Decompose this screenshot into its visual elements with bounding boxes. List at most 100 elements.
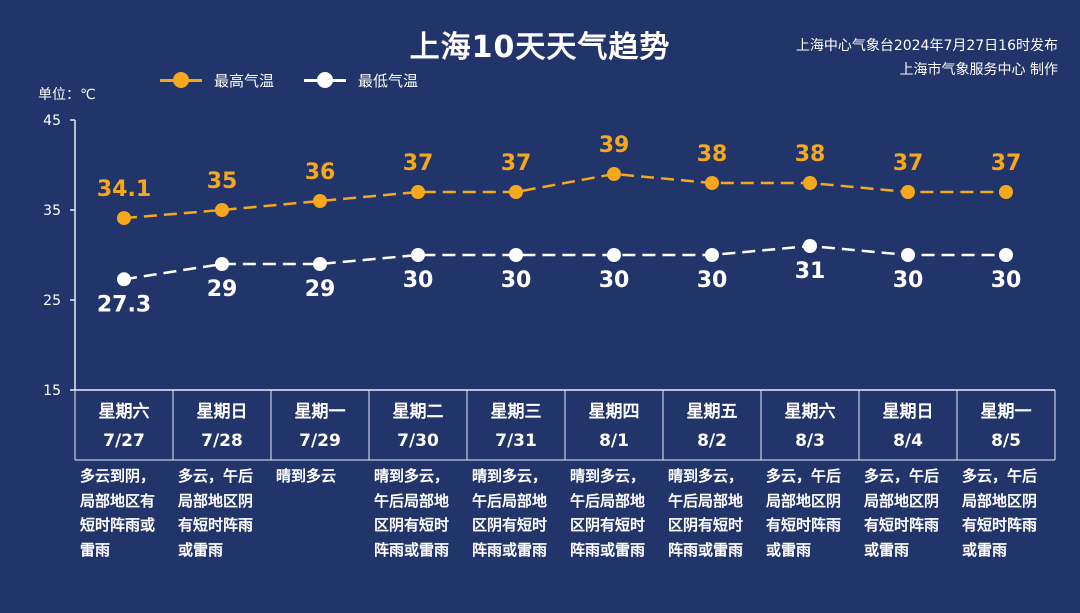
description-line: 局部地区阴 <box>178 491 254 510</box>
high-temp-label: 38 <box>697 142 728 167</box>
description-line: 或雷雨 <box>766 540 812 559</box>
high-temp-label: 36 <box>305 160 336 185</box>
weekday-label: 星期六 <box>784 402 836 422</box>
day-header: 星期一 8/5 <box>957 398 1055 456</box>
weather-description: 多云到阴， 局部地区有 短时阵雨或 雷雨 <box>80 464 170 562</box>
low-temp-label: 29 <box>207 277 238 302</box>
high-temp-label: 37 <box>991 151 1022 176</box>
date-label: 7/27 <box>103 431 145 451</box>
description-line: 午后局部地 <box>570 491 646 510</box>
day-header: 星期一 7/29 <box>271 398 369 456</box>
description-line: 有短时阵雨 <box>766 516 842 534</box>
day-header: 星期五 8/2 <box>663 398 761 456</box>
description-line: 多云，午后 <box>962 467 1038 485</box>
issuer-line-1: 上海中心气象台2024年7月27日16时发布 <box>795 38 1058 54</box>
high-temp-point <box>999 185 1013 199</box>
description-line: 区阴有短时 <box>570 516 646 534</box>
description-line: 晴到多云， <box>570 467 646 485</box>
weather-description: 晴到多云， 午后局部地 区阴有短时 阵雨或雷雨 <box>668 464 758 562</box>
high-temp-point <box>117 211 131 226</box>
description-line: 短时阵雨或 <box>80 516 156 534</box>
description-line: 晴到多云， <box>374 467 450 485</box>
description-line: 多云，午后 <box>178 467 254 485</box>
day-header: 星期二 7/30 <box>369 398 467 456</box>
high-temp-label: 35 <box>207 169 238 194</box>
low-temp-label: 30 <box>501 268 532 293</box>
day-header: 星期六 7/27 <box>75 398 173 456</box>
low-temp-point <box>411 248 425 262</box>
weather-description: 晴到多云， 午后局部地区阴有短时阵雨或雷雨 <box>570 464 660 562</box>
low-temp-point <box>999 248 1013 262</box>
day-header: 星期四 8/1 <box>565 398 663 456</box>
description-line: 有短时阵雨 <box>864 516 940 534</box>
weather-description: 多云，午后局部地区阴有短时阵雨或雷雨 <box>766 464 856 562</box>
date-label: 8/3 <box>795 431 825 451</box>
date-label: 7/30 <box>397 431 439 451</box>
description-line: 或雷雨 <box>178 540 224 559</box>
weather-description: 多云，午后 局部地区阴 有短时阵雨 或雷雨 <box>962 464 1052 562</box>
low-temp-label: 31 <box>795 259 826 284</box>
y-tick-label: 25 <box>43 293 61 309</box>
date-label: 8/2 <box>697 431 727 451</box>
date-label: 7/28 <box>201 431 243 451</box>
description-line: 区阴有短时 <box>668 516 744 534</box>
description-line: 晴到多云， <box>472 467 548 485</box>
y-tick-label: 35 <box>43 203 61 219</box>
weather-description: 多云，午后局部地区阴有短时阵雨或雷雨 <box>178 464 268 562</box>
description-line: 有短时阵雨 <box>178 516 254 534</box>
unit-label: 单位：℃ <box>38 87 96 103</box>
low-temp-point <box>117 272 131 287</box>
high-temp-label: 34.1 <box>97 177 151 202</box>
description-line: 晴到多云 <box>276 467 337 485</box>
legend-high-marker <box>160 72 202 88</box>
day-header: 星期三 7/31 <box>467 398 565 456</box>
date-label: 8/5 <box>991 431 1021 451</box>
issuer-info: 上海中心气象台2024年7月27日16时发布 上海市气象服务中心 制作 <box>796 34 1058 82</box>
low-temp-label: 30 <box>403 268 434 293</box>
description-line: 阵雨或雷雨 <box>668 540 744 559</box>
description-line: 或雷雨 <box>864 540 910 559</box>
description-line: 午后局部地 <box>374 491 450 510</box>
weekday-label: 星期四 <box>588 402 640 422</box>
description-line: 雷雨 <box>80 540 111 559</box>
low-temp-point <box>705 248 719 262</box>
high-temp-point <box>705 176 719 190</box>
description-line: 晴到多云， <box>668 467 744 485</box>
legend-item-high: 最高气温 <box>160 70 274 91</box>
high-temp-point <box>509 185 523 199</box>
high-temp-label: 37 <box>501 151 532 176</box>
low-temp-line <box>123 244 1006 281</box>
description-line: 区阴有短时 <box>472 516 548 534</box>
weekday-label: 星期日 <box>196 402 248 422</box>
description-line: 局部地区阴 <box>766 491 842 510</box>
low-temp-point <box>803 239 817 253</box>
weekday-label: 星期日 <box>882 402 934 422</box>
weather-description: 晴到多云， 午后局部地 区阴有短时 阵雨或雷雨 <box>472 464 562 562</box>
description-line: 多云，午后 <box>864 467 940 485</box>
low-temp-point <box>215 257 229 271</box>
description-line: 多云，午后 <box>766 467 842 485</box>
high-temp-label: 37 <box>403 151 434 176</box>
description-line: 午后局部地 <box>472 491 548 510</box>
weekday-label: 星期六 <box>98 402 150 422</box>
legend-low-marker <box>304 72 347 88</box>
weather-description: 晴到多云， 午后局部地 区阴有短时 阵雨或雷雨 <box>374 464 464 562</box>
date-label: 8/1 <box>599 431 629 451</box>
weekday-label: 星期二 <box>392 402 444 422</box>
low-temp-label: 30 <box>893 268 924 293</box>
low-temp-label: 30 <box>991 268 1022 293</box>
description-line: 或雷雨 <box>962 540 1008 559</box>
high-temp-point <box>313 194 327 208</box>
description-line: 阵雨或雷雨 <box>374 540 450 559</box>
high-temp-line <box>123 172 1006 220</box>
low-temp-point <box>509 248 523 262</box>
description-line: 多云到阴， <box>80 467 156 485</box>
weather-description: 多云，午后 局部地区阴 有短时阵雨 或雷雨 <box>864 464 954 562</box>
low-temp-label: 30 <box>599 268 630 293</box>
legend-low-label: 最低气温 <box>358 72 419 90</box>
day-header: 星期日 7/28 <box>173 398 271 456</box>
chart-legend: 最高气温 最低气温 <box>160 70 448 91</box>
high-temp-point <box>803 176 817 190</box>
legend-high-label: 最高气温 <box>214 72 275 90</box>
description-line: 阵雨或雷雨 <box>570 540 646 559</box>
